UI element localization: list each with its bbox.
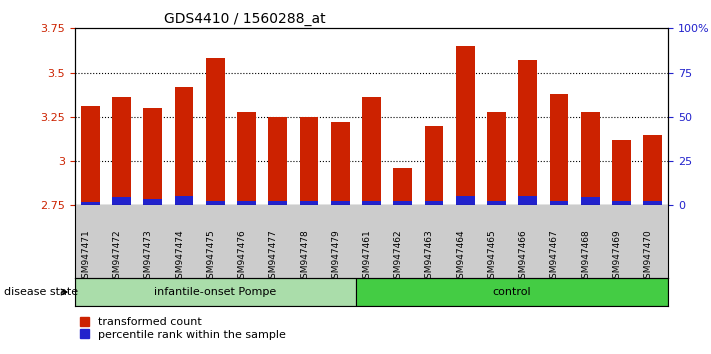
Bar [518,196,537,205]
Bar [612,201,631,205]
Bar [206,201,225,205]
Bar [424,201,444,205]
Bar [643,201,662,205]
Bar [362,97,381,205]
Bar [581,112,599,205]
Bar [144,199,162,205]
Text: control: control [493,287,531,297]
Bar [362,201,381,205]
Bar [643,135,662,205]
Bar [424,126,444,205]
Bar [112,97,131,205]
Bar [518,60,537,205]
Bar [81,106,100,205]
Bar [456,46,475,205]
Bar [331,201,350,205]
Bar [299,201,319,205]
Bar [456,195,475,205]
Bar [550,94,568,205]
Bar [487,112,506,205]
Bar [237,201,256,205]
Bar [393,201,412,205]
Bar [356,278,668,306]
Bar [237,112,256,205]
Bar [331,122,350,205]
Bar [206,58,225,205]
Bar [144,108,162,205]
Bar [81,202,100,205]
Text: GDS4410 / 1560288_at: GDS4410 / 1560288_at [164,12,326,26]
Bar [112,198,131,205]
Bar [175,87,193,205]
Bar [581,198,599,205]
Text: infantile-onset Pompe: infantile-onset Pompe [154,287,277,297]
Bar [487,201,506,205]
Bar [268,117,287,205]
Bar [175,196,193,205]
Bar [393,168,412,205]
Bar [268,201,287,205]
Bar [550,201,568,205]
Bar [299,117,319,205]
Bar [75,278,356,306]
Text: disease state: disease state [4,287,77,297]
Bar [612,140,631,205]
Legend: transformed count, percentile rank within the sample: transformed count, percentile rank withi… [80,317,286,339]
